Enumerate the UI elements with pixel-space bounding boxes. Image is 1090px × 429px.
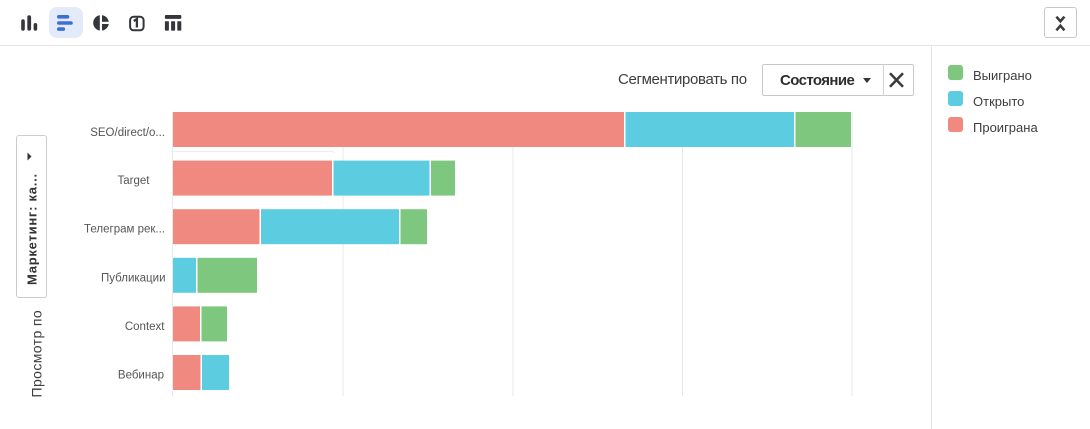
svg-text:Context: Context <box>125 321 165 333</box>
svg-text:Публикации: Публикации <box>101 272 165 284</box>
svg-text:SEO/direct/o...: SEO/direct/o... <box>90 127 165 139</box>
svg-text:Target: Target <box>118 175 151 187</box>
svg-text:Телеграм рек...: Телеграм рек... <box>84 224 165 236</box>
svg-text:Вебинар: Вебинар <box>118 370 164 382</box>
